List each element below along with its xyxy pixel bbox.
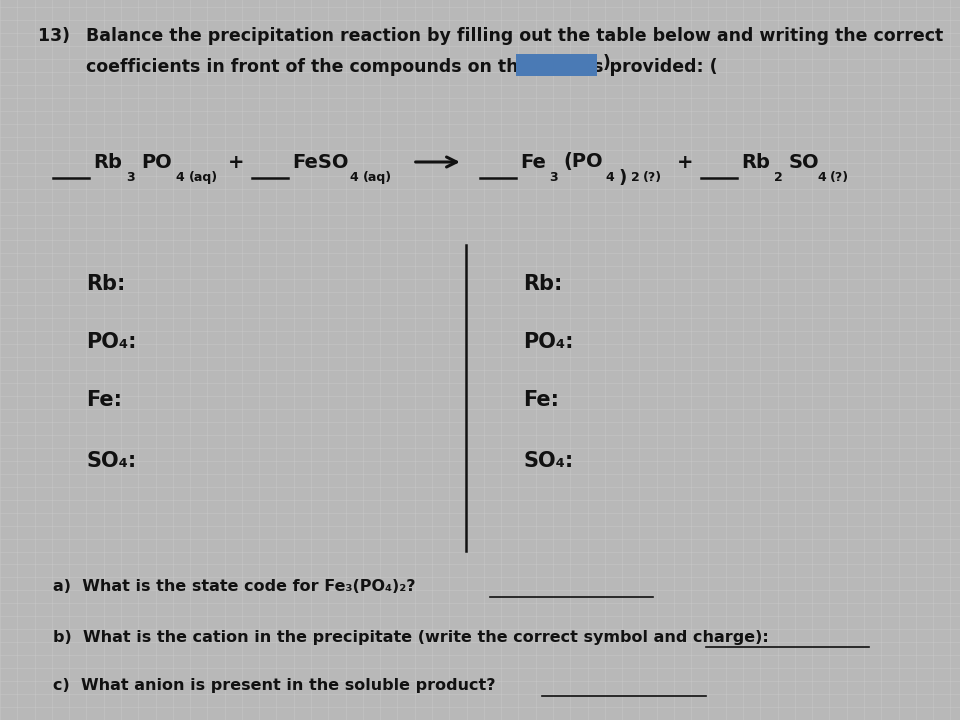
Text: SO₄:: SO₄:: [86, 451, 136, 471]
Text: 2: 2: [774, 171, 782, 184]
Text: Rb: Rb: [93, 153, 122, 171]
Text: Fe:: Fe:: [523, 390, 559, 410]
Text: Rb:: Rb:: [523, 274, 563, 294]
Text: 4: 4: [817, 171, 826, 184]
Text: +: +: [228, 153, 244, 171]
Text: a)  What is the state code for Fe₃(PO₄)₂?: a) What is the state code for Fe₃(PO₄)₂?: [53, 580, 416, 594]
Text: (aq): (aq): [189, 171, 218, 184]
Text: Fe:: Fe:: [86, 390, 123, 410]
Text: Fe: Fe: [520, 153, 546, 171]
Text: 13): 13): [38, 27, 77, 45]
Text: ): ): [603, 55, 611, 73]
Text: (?): (?): [643, 171, 662, 184]
Text: 2: 2: [631, 171, 639, 184]
Text: (aq): (aq): [363, 171, 392, 184]
Text: Rb:: Rb:: [86, 274, 126, 294]
Text: SO: SO: [788, 153, 819, 171]
Text: +: +: [677, 153, 693, 171]
Text: b)  What is the cation in the precipitate (write the correct symbol and charge):: b) What is the cation in the precipitate…: [53, 630, 769, 644]
Text: 4: 4: [176, 171, 184, 184]
Bar: [516, 54, 597, 76]
Text: 4: 4: [606, 171, 614, 184]
Text: 3: 3: [549, 171, 558, 184]
Text: 3: 3: [126, 171, 134, 184]
Text: PO₄:: PO₄:: [523, 332, 574, 352]
Text: 4: 4: [349, 171, 358, 184]
Text: Rb: Rb: [741, 153, 770, 171]
Text: (PO: (PO: [564, 153, 603, 171]
Text: c)  What anion is present in the soluble product?: c) What anion is present in the soluble …: [53, 678, 495, 693]
Text: PO: PO: [141, 153, 172, 171]
Text: ): ): [618, 169, 627, 187]
Text: PO₄:: PO₄:: [86, 332, 137, 352]
Text: coefficients in front of the compounds on the spaces provided: (: coefficients in front of the compounds o…: [86, 58, 718, 76]
Text: Balance the precipitation reaction by filling out the table below and writing th: Balance the precipitation reaction by fi…: [86, 27, 944, 45]
Text: (?): (?): [829, 171, 849, 184]
Text: SO₄:: SO₄:: [523, 451, 573, 471]
Text: FeSO: FeSO: [292, 153, 348, 171]
